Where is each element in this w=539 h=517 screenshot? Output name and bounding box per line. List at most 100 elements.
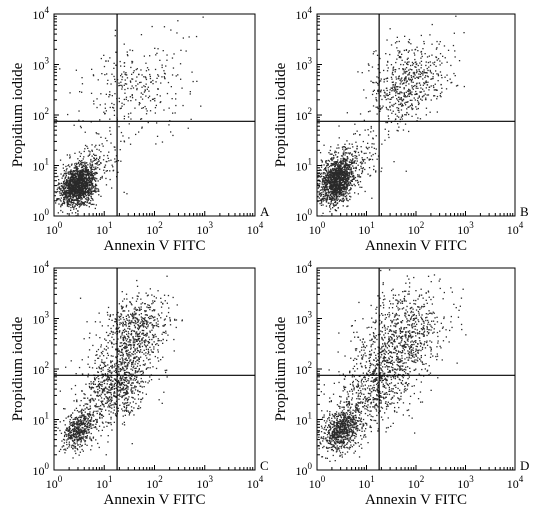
- event-point-c0: [63, 408, 65, 410]
- event-point-c2: [145, 108, 147, 110]
- event-point-c1: [87, 169, 89, 171]
- event-point-c0: [63, 170, 65, 172]
- event-point-c2: [130, 112, 132, 114]
- event-point-c0: [95, 184, 97, 186]
- event-point-c2: [107, 60, 109, 62]
- event-point-c0: [81, 203, 83, 205]
- event-point-c1: [142, 370, 144, 372]
- event-point-c0: [89, 181, 92, 183]
- event-point-c2: [410, 81, 413, 83]
- event-point-c2: [434, 95, 436, 97]
- event-point-c0: [63, 202, 66, 205]
- event-point-c0: [339, 177, 341, 180]
- event-point-c0: [59, 191, 61, 193]
- event-point-c2: [386, 89, 388, 92]
- event-point-c2: [147, 97, 150, 99]
- event-point-c1: [358, 154, 360, 156]
- event-point-c2: [164, 78, 166, 80]
- event-point-c2: [143, 76, 145, 78]
- event-point-c0: [66, 202, 68, 204]
- event-point-c2: [123, 140, 125, 142]
- event-point-c0: [79, 188, 82, 191]
- event-point-c0: [81, 176, 83, 178]
- event-point-c0: [84, 423, 86, 425]
- event-point-c0: [333, 191, 335, 193]
- event-point-c0: [66, 181, 68, 183]
- event-point-c0: [83, 409, 85, 411]
- event-point-c1: [111, 386, 114, 388]
- event-point-c0: [80, 170, 82, 172]
- event-point-c0: [344, 159, 346, 161]
- event-point-c2: [430, 99, 432, 101]
- event-point-c0: [98, 149, 100, 151]
- event-point-c2: [427, 69, 429, 72]
- event-point-c2: [408, 38, 411, 41]
- event-point-c0: [349, 164, 351, 166]
- event-point-c1: [367, 148, 369, 150]
- event-point-c2: [389, 109, 392, 111]
- event-point-c0: [75, 184, 77, 186]
- event-point-c1: [349, 152, 351, 154]
- event-point-c2: [141, 98, 144, 100]
- event-point-c2: [148, 95, 151, 97]
- event-point-c0: [94, 180, 97, 182]
- event-point-c0: [92, 177, 94, 179]
- event-point-c1: [106, 425, 108, 427]
- event-point-c2: [418, 76, 420, 78]
- event-point-c2: [444, 57, 446, 59]
- event-point-c2: [384, 96, 386, 98]
- event-point-c0: [82, 158, 84, 160]
- event-point-c2: [373, 51, 375, 53]
- event-point-c1: [93, 400, 95, 402]
- event-point-c1: [349, 147, 351, 149]
- event-point-c0: [357, 193, 359, 195]
- event-point-c0: [95, 426, 97, 429]
- event-point-c0: [86, 182, 88, 184]
- event-point-c0: [72, 206, 74, 208]
- event-point-c0: [349, 181, 351, 184]
- event-point-c2: [418, 82, 421, 84]
- event-point-c2: [404, 102, 406, 104]
- event-point-c0: [342, 200, 344, 203]
- event-point-c0: [73, 193, 75, 195]
- event-point-c1: [108, 399, 110, 401]
- event-point-c0: [332, 185, 334, 188]
- event-point-c2: [123, 62, 126, 64]
- event-point-c0: [336, 175, 338, 177]
- event-point-c0: [335, 184, 338, 186]
- event-point-c0: [69, 434, 71, 436]
- event-point-c2: [435, 65, 437, 67]
- event-point-c2: [104, 107, 106, 109]
- event-point-c0: [81, 164, 83, 166]
- event-point-c1: [76, 400, 78, 403]
- event-point-c0: [341, 191, 343, 194]
- event-point-c0: [340, 158, 342, 160]
- event-point-c0: [80, 203, 82, 205]
- event-point-c0: [75, 173, 77, 175]
- event-point-c0: [343, 166, 346, 168]
- event-point-c2: [192, 80, 194, 83]
- event-point-c2: [175, 93, 177, 95]
- event-point-c0: [73, 421, 75, 423]
- event-point-c1: [120, 160, 122, 162]
- event-point-c2: [127, 113, 130, 115]
- event-point-c1: [161, 402, 163, 404]
- event-point-c1: [74, 393, 77, 396]
- event-point-c1: [340, 187, 342, 189]
- event-point-c0: [83, 150, 85, 153]
- event-point-c1: [344, 186, 347, 189]
- event-point-c2: [406, 80, 408, 82]
- event-point-c0: [346, 174, 348, 176]
- event-point-c2: [435, 48, 438, 50]
- event-point-c2: [411, 69, 413, 71]
- event-point-c1: [108, 377, 110, 379]
- event-point-c1: [60, 182, 63, 184]
- event-point-c2: [422, 74, 424, 76]
- event-point-c2: [152, 83, 154, 85]
- event-point-c1: [86, 145, 88, 148]
- event-point-c0: [330, 175, 332, 177]
- event-point-c0: [59, 183, 61, 185]
- event-point-c2: [407, 74, 409, 76]
- event-point-c0: [78, 426, 81, 428]
- event-point-c1: [330, 164, 332, 167]
